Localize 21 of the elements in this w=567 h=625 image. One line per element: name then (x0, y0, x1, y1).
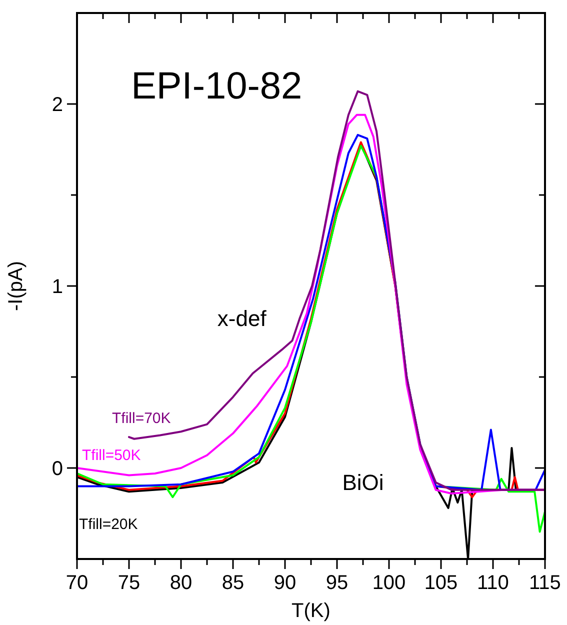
text: EPI-10-82 (131, 66, 302, 108)
x-tick-label: 115 (529, 572, 561, 594)
x-tick-label: 90 (274, 572, 296, 594)
x-tick-label: 70 (66, 572, 88, 594)
x-tick-label: 80 (170, 572, 192, 594)
x-tick-label: 85 (222, 572, 244, 594)
y-tick-label: 0 (52, 458, 63, 480)
x-axis-title: T(K) (292, 600, 330, 622)
annotation: BiOi (342, 470, 384, 495)
x-tick-label: 105 (424, 572, 458, 594)
annotation: x-def (217, 306, 268, 332)
y-tick-label: 1 (52, 276, 63, 298)
x-tick-label: 100 (372, 572, 406, 594)
series-label: Tfill=70K (112, 410, 171, 428)
x-tick-label: 75 (118, 572, 140, 594)
series-label: Tfill=50K (82, 447, 141, 464)
y-axis-title: -I(pA) (5, 261, 27, 311)
x-tick-label: 95 (326, 572, 348, 594)
x-tick-label: 110 (477, 572, 509, 594)
series-label: Tfill=20K (79, 516, 138, 534)
y-tick-label: 2 (52, 94, 63, 116)
